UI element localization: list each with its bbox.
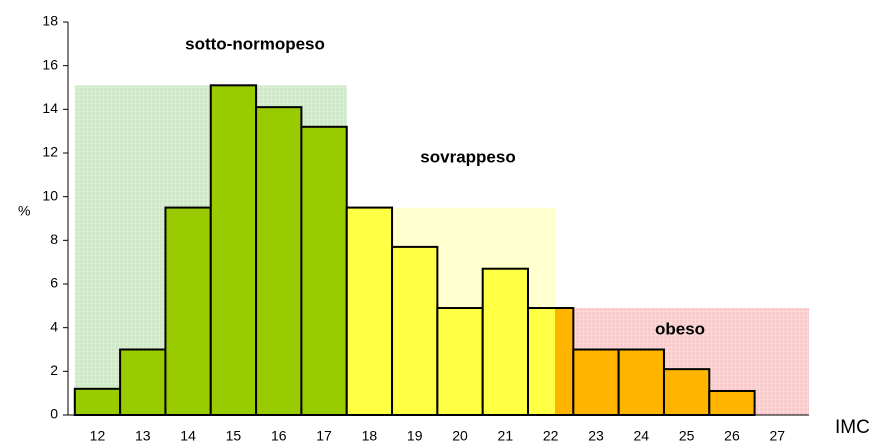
x-tick-label: 12	[90, 428, 106, 444]
x-tick-label: 17	[316, 428, 332, 444]
bar	[73, 387, 122, 416]
x-tick-label: 25	[679, 428, 695, 444]
x-tick-label: 15	[226, 428, 242, 444]
bar	[572, 348, 620, 416]
bar	[708, 389, 756, 417]
x-tick-label: 13	[135, 428, 151, 444]
x-tick-label: 20	[452, 428, 468, 444]
bar	[119, 348, 167, 416]
region-label: sotto-normopeso	[185, 34, 325, 53]
bar	[391, 245, 439, 416]
y-axis-label: %	[18, 203, 30, 219]
bar	[436, 307, 484, 416]
bar	[164, 206, 212, 416]
x-tick-label: 16	[271, 428, 287, 444]
x-tick-label: 27	[769, 428, 785, 444]
bar	[662, 368, 711, 416]
y-tick-label: 0	[50, 406, 58, 422]
x-axis-label: IMC	[835, 417, 870, 438]
x-tick-label: 19	[407, 428, 423, 444]
y-tick-label: 14	[42, 100, 58, 116]
x-tick-label: 23	[588, 428, 604, 444]
bar	[481, 267, 530, 417]
y-tick-label: 4	[50, 318, 58, 334]
region-label: obeso	[655, 319, 705, 338]
x-tick-label: 18	[362, 428, 378, 444]
y-tick-label: 6	[50, 275, 58, 291]
bar	[527, 307, 575, 416]
y-tick-label: 18	[42, 13, 58, 29]
bar	[617, 348, 665, 416]
bar	[255, 106, 303, 417]
y-tick-label: 2	[50, 362, 58, 378]
y-tick-label: 10	[42, 187, 58, 203]
x-tick-label: 21	[498, 428, 514, 444]
y-tick-label: 12	[42, 144, 58, 160]
x-tick-label: 24	[634, 428, 650, 444]
bar	[300, 125, 348, 417]
x-tick-label: 14	[180, 428, 196, 444]
x-tick-label: 22	[543, 428, 559, 444]
y-tick-label: 8	[50, 231, 58, 247]
bar	[345, 206, 394, 416]
region-label: sovrappeso	[420, 147, 515, 166]
y-tick-label: 16	[42, 56, 58, 72]
bar	[209, 84, 258, 416]
x-tick-label: 26	[724, 428, 740, 444]
